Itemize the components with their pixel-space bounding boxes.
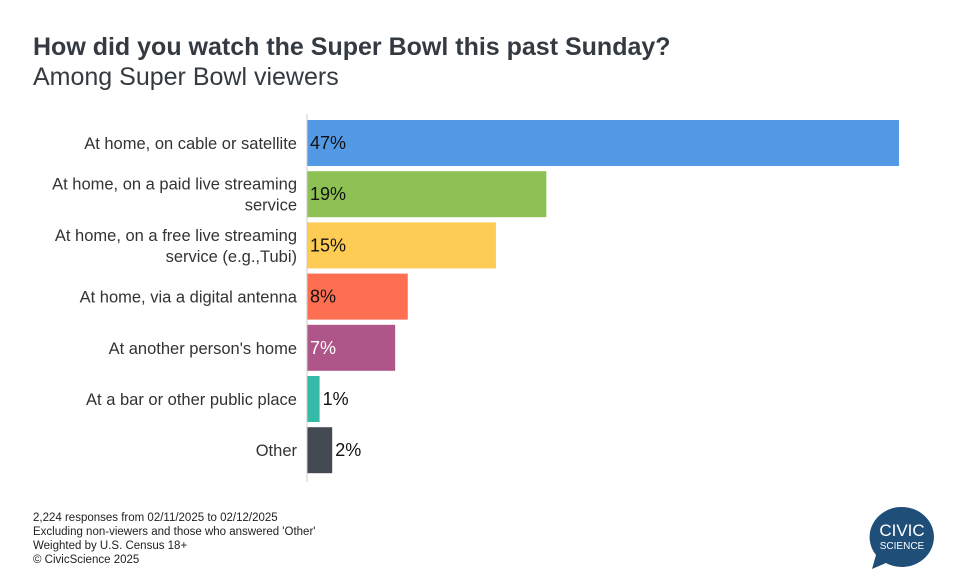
bar — [307, 324, 396, 371]
footnote-weighting: Weighted by U.S. Census 18+ — [33, 540, 188, 552]
category-label: At another person's home — [109, 340, 297, 358]
category-label-line: At home, on a free live streaming — [55, 227, 297, 245]
bar — [307, 273, 408, 320]
category-label: At home, via a digital antenna — [80, 289, 298, 307]
category-label: At a bar or other public place — [86, 391, 297, 409]
footnote-responses: 2,224 responses from 02/11/2025 to 02/12… — [33, 512, 278, 524]
footnote-exclusion: Excluding non-viewers and those who answ… — [33, 526, 316, 538]
category-label-line: At a bar or other public place — [86, 391, 297, 409]
category-label-line: At home, via a digital antenna — [80, 289, 298, 307]
category-label: At home, on a free live streaming service… — [55, 227, 297, 266]
category-label-line: At home, on cable or satellite — [84, 135, 297, 153]
chart-subtitle: Among Super Bowl viewers — [33, 63, 339, 91]
footnote-copyright: © CivicScience 2025 — [33, 554, 140, 566]
bar — [307, 376, 320, 422]
bar — [307, 427, 333, 474]
bar — [307, 222, 496, 269]
logo-text-civic: CIVIC — [879, 521, 924, 540]
category-label: At home, on a paid live streaming service — [52, 176, 297, 215]
category-label: At home, on cable or satellite — [84, 135, 297, 153]
civicscience-logo: CIVIC SCIENCE — [869, 506, 934, 569]
category-label-line: service — [245, 197, 297, 215]
category-label-line: service (e.g.,Tubi) — [166, 248, 297, 266]
data-label: 15% — [310, 235, 346, 255]
bar — [307, 171, 547, 218]
data-label: 2% — [335, 440, 361, 460]
category-label: Other — [256, 442, 298, 460]
data-label: 8% — [310, 287, 336, 307]
footnotes: 2,224 responses from 02/11/2025 to 02/12… — [33, 511, 315, 567]
category-label-line: At home, on a paid live streaming — [52, 176, 297, 194]
bar — [307, 120, 899, 166]
data-label: 19% — [310, 184, 346, 204]
data-label: 1% — [323, 389, 349, 409]
logo-text-science: SCIENCE — [880, 541, 925, 552]
data-label: 47% — [310, 133, 346, 153]
category-label-line: At another person's home — [109, 340, 297, 358]
category-label-line: Other — [256, 442, 298, 460]
chart-title: How did you watch the Super Bowl this pa… — [33, 33, 671, 61]
data-label: 7% — [310, 338, 336, 358]
